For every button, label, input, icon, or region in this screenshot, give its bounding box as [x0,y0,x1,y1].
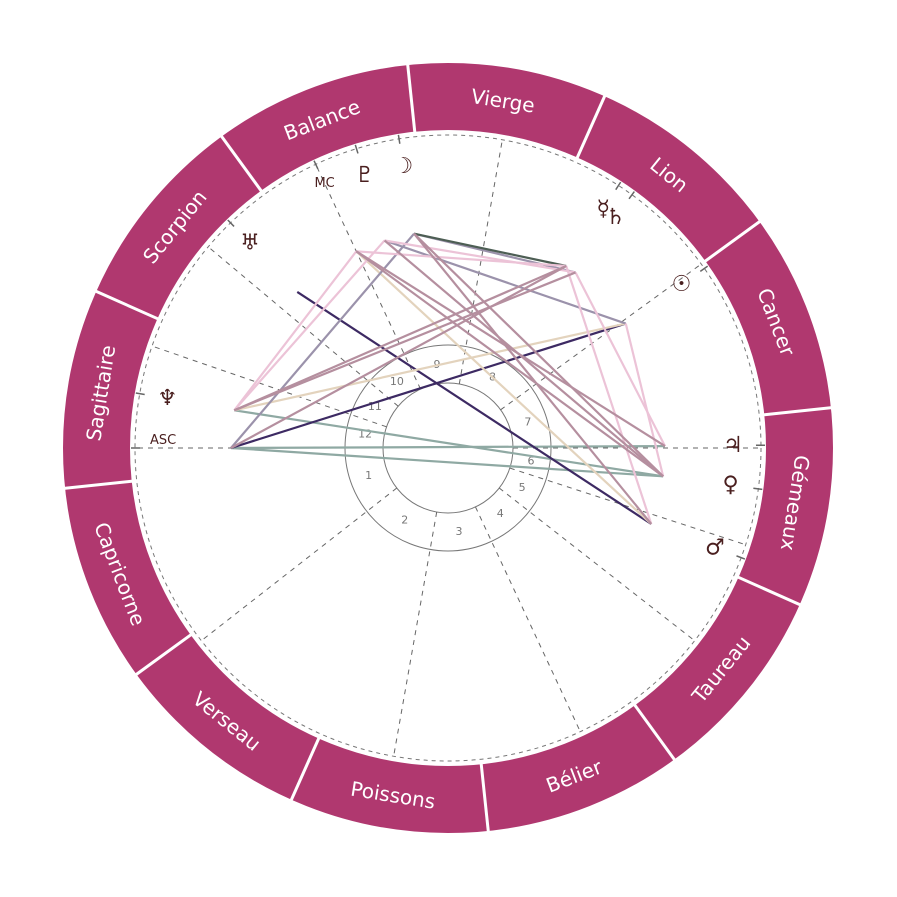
aspect-line-pluto-sun [384,239,627,325]
aspect-line-asc-moon [230,232,415,449]
jupiter-icon: ♃ [723,433,743,458]
degree-tick [313,160,319,170]
degree-tick [135,392,145,396]
aspect-line-sun-venus [624,323,665,477]
mc-label: MC [314,176,334,191]
aspect-line-neptune-saturn [233,271,576,412]
house-number: 5 [519,481,526,494]
house-cusp-line [201,487,398,642]
planet-glyphs: ASC MC ♇ ☽ ♅ ♆ ☿♄ ☉ ♃ ♀ ♂ [131,134,765,560]
degree-tick [397,134,401,144]
aspect-line-moon-mercury [413,232,567,268]
house-cusp-line [207,246,399,407]
aspect-line-moon-mars [413,232,653,525]
house-cusp-line [498,487,695,642]
house-cusp-line [500,263,702,411]
house-number: 4 [497,507,504,520]
degree-tick [615,181,622,191]
house-cusp-line [393,511,438,757]
house-cusp-line [315,164,421,390]
house-cusp-line [509,467,746,546]
aspect-line-mc-venus [355,250,664,478]
aspect-line-neptune-venus [234,409,664,478]
sign-divider [289,736,321,802]
aspect-line-mercury-mars [565,265,653,525]
sign-divider [134,633,193,677]
pluto-icon: ♇ [355,163,375,188]
sign-divider [703,219,762,263]
house-cusp-line [475,506,581,732]
sign-divider [575,94,607,160]
sign-divider [479,763,490,833]
uranus-icon: ♅ [240,230,260,255]
degree-tick [227,219,235,227]
aspect-line-asc-sun [230,322,627,450]
mars-icon: ♂ [705,535,725,560]
house-cusp-line [151,345,387,428]
degree-tick [736,555,746,560]
moon-icon: ☽ [394,154,414,179]
house-cusp-line [458,139,503,385]
aspect-line-saturn-jupiter [574,271,666,447]
aspect-line-neptune-sun [234,322,626,412]
house-number: 3 [455,525,462,538]
aspect-line-neptune-mc [233,250,358,411]
aspect-line-mc-jupiter [355,250,666,448]
aspect-line-uranus-mars [296,290,652,525]
saturn-icon: ♄ [606,205,626,230]
aspect-line-asc-jupiter [230,445,665,450]
sign-divider [736,575,802,607]
aspect-line-neptune-pluto [233,239,386,412]
zodiac-ring: BélierTaureauGémeauxCancerLionViergeBala… [63,63,833,833]
aspect-line-mc-mars [355,250,653,525]
sign-divider [763,406,833,417]
sign-divider [633,703,677,762]
mercury-icon: ☿ [596,196,610,221]
house-number: 10 [390,375,404,388]
house-number: 1 [365,469,372,482]
degree-circle [134,134,762,762]
sun-icon: ☉ [672,272,692,297]
degree-tick [699,265,709,272]
aspect-line-asc-venus [230,446,664,478]
house-number: 7 [524,416,531,429]
aspect-line-neptune-mercury [233,264,567,412]
aspect-line-mc-mercury [356,250,567,268]
aspect-line-moon-venus [413,232,664,478]
sign-divider [406,63,417,133]
degree-tick [354,144,359,154]
aspect-line-pluto-saturn [384,239,576,274]
aspect-line-pluto-venus [383,239,664,478]
asc-label: ASC [150,433,176,448]
degree-tick [628,191,635,200]
aspect-lines [230,232,666,525]
house-number: 2 [401,514,408,527]
sign-divider [219,134,263,193]
house-number: 6 [527,455,534,468]
degree-tick [753,487,763,491]
sign-divider [63,479,133,490]
venus-icon: ♀ [722,473,738,498]
aspect-line-asc-mercury [230,265,567,449]
neptune-icon: ♆ [157,386,177,411]
sign-divider [94,289,160,321]
zodiac-band [63,63,833,833]
